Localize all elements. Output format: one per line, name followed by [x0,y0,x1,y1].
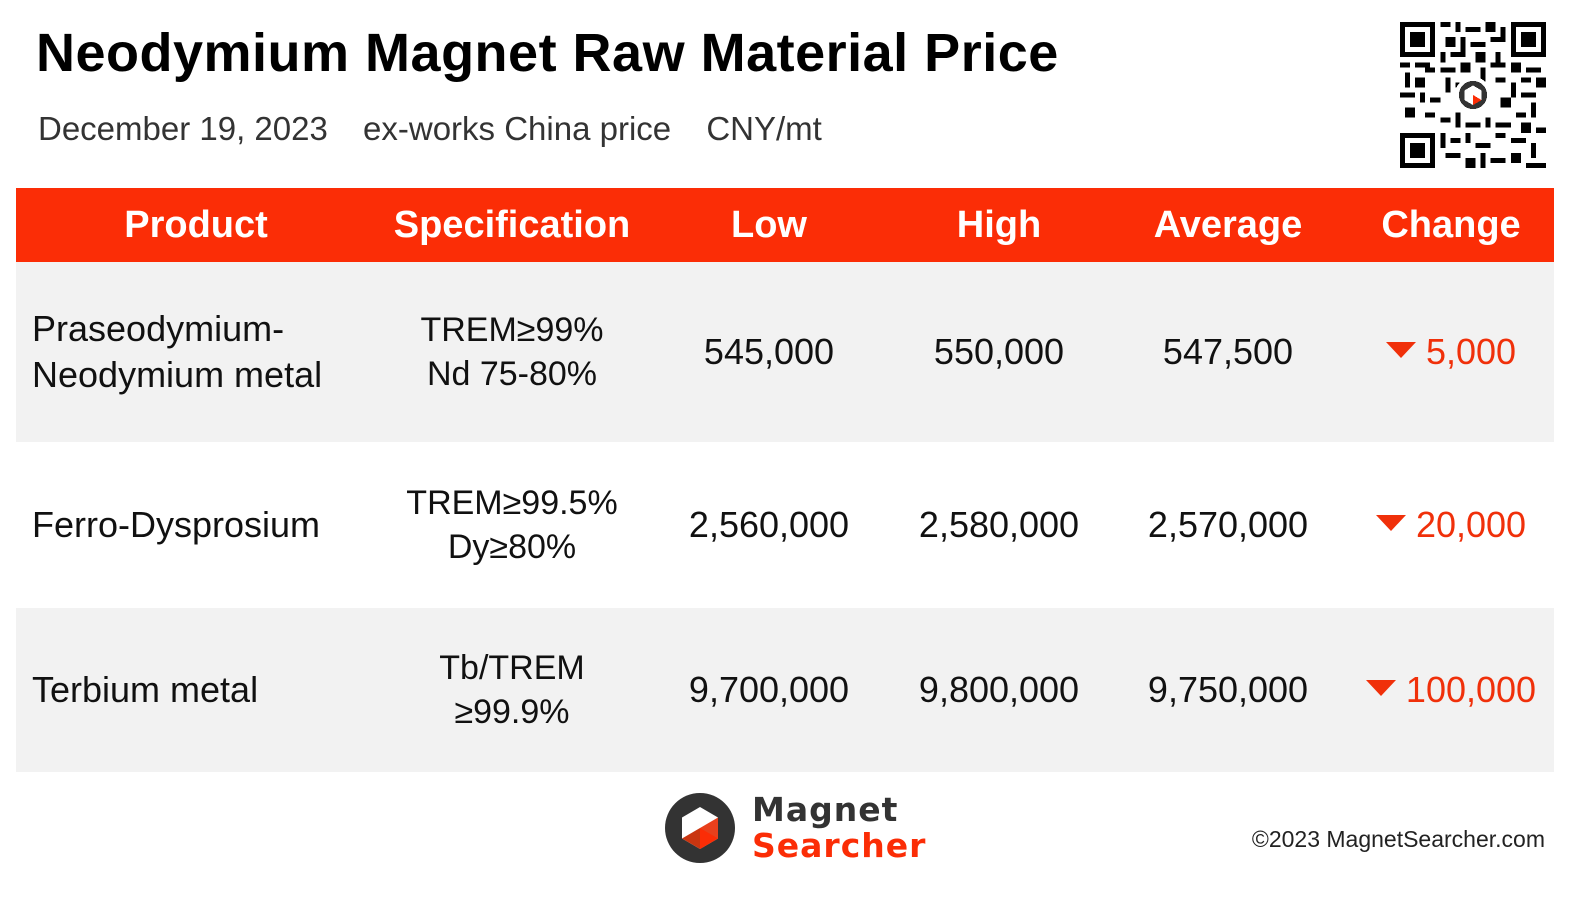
product-cell: Terbium metal [16,608,376,772]
product-cell: Praseodymium- Neodymium metal [16,262,376,442]
high-price-cell: 9,800,000 [918,669,1080,710]
low-price-cell: 545,000 [703,331,835,372]
high-price-cell: 2,580,000 [918,504,1080,545]
magnet-searcher-logo [665,793,735,863]
triangle-down-icon [1365,680,1396,697]
product-name-line: Terbium metal [32,669,259,710]
spec-cell: Tb/TREM ≥99.9% [376,608,648,772]
triangle-down-icon [1385,342,1416,359]
average-price-cell: 9,750,000 [1147,669,1309,710]
low-price-cell: 2,560,000 [688,504,850,545]
page-title: Neodymium Magnet Raw Material Price [36,23,1059,83]
low-price-cell: 9,700,000 [688,669,850,710]
change-value: 20,000 [1415,504,1527,545]
price-table: Product Specification Low High Average C… [16,188,1554,772]
spec-line: Dy≥80% [447,528,577,566]
column-header-average: Average [1153,203,1303,246]
column-header-specification: Specification [393,203,631,246]
average-price-cell: 2,570,000 [1147,504,1309,545]
table-header-row: Product Specification Low High Average C… [16,188,1554,262]
triangle-down-icon [1375,515,1406,532]
product-name-line: Ferro-Dysprosium [32,504,321,545]
change-value: 100,000 [1405,669,1537,710]
change-cell: 20,000 [1348,442,1554,608]
spec-line: TREM≥99.5% [406,484,618,522]
qr-code-icon[interactable] [1400,22,1546,168]
table-row: Terbium metal Tb/TREM ≥99.9% 9,700,000 9… [16,608,1554,772]
spec-line: ≥99.9% [454,693,570,731]
average-price-cell: 547,500 [1162,331,1294,372]
price-unit: CNY/mt [706,110,822,147]
brand-name: Magnet Searcher [752,792,926,864]
table-row: Praseodymium- Neodymium metal TREM≥99% N… [16,262,1554,442]
spec-line: Tb/TREM [439,649,585,687]
change-cell: 100,000 [1348,608,1554,772]
spec-cell: TREM≥99% Nd 75-80% [376,262,648,442]
product-name-line: Neodymium metal [32,354,323,395]
high-price-cell: 550,000 [933,331,1065,372]
page-subtitle: December 19, 2023 ex-works China price C… [38,110,848,148]
product-cell: Ferro-Dysprosium [16,442,376,608]
column-header-product: Product [124,203,268,246]
copyright-notice: ©2023 MagnetSearcher.com [1251,826,1545,852]
column-header-change: Change [1381,203,1521,246]
change-value: 5,000 [1425,331,1517,372]
brand-line-1: Magnet [752,790,899,829]
spec-line: Nd 75-80% [426,355,598,393]
spec-cell: TREM≥99.5% Dy≥80% [376,442,648,608]
change-cell: 5,000 [1348,262,1554,442]
price-basis: ex-works China price [363,110,672,147]
column-header-high: High [956,203,1042,246]
spec-line: TREM≥99% [420,311,604,349]
column-header-low: Low [731,203,807,246]
product-name-line: Praseodymium- [32,308,285,349]
table-row: Ferro-Dysprosium TREM≥99.5% Dy≥80% 2,560… [16,442,1554,608]
brand-line-2: Searcher [752,826,927,865]
price-date: December 19, 2023 [38,110,328,147]
